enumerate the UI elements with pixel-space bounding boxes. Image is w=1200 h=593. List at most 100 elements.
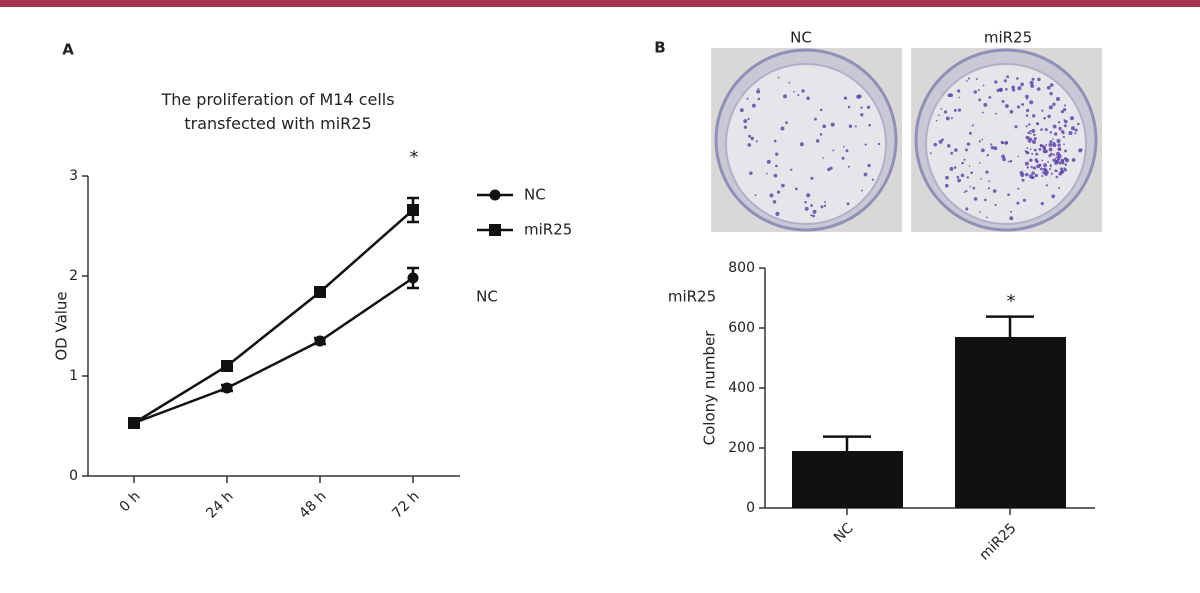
colony-dot bbox=[1035, 122, 1040, 126]
colony-dot bbox=[982, 84, 985, 87]
colony-dot bbox=[964, 148, 968, 152]
colony-dot bbox=[1027, 136, 1031, 139]
colony-dot bbox=[1044, 128, 1048, 132]
colony-dot bbox=[987, 187, 990, 190]
colony-dot bbox=[812, 209, 817, 214]
marker bbox=[314, 286, 326, 298]
colony-dot bbox=[830, 122, 835, 127]
x-tick-label: 0 h bbox=[117, 488, 144, 515]
colony-dot bbox=[757, 97, 761, 101]
colony-dot bbox=[810, 214, 813, 217]
colony-dot bbox=[937, 114, 940, 117]
colony-dot bbox=[990, 143, 993, 146]
colony-dot bbox=[1042, 149, 1047, 154]
colony-dot bbox=[1064, 149, 1067, 153]
marker bbox=[407, 272, 419, 284]
colony-dot bbox=[775, 211, 780, 216]
colony-dot bbox=[978, 162, 981, 164]
colony-dot bbox=[861, 189, 864, 192]
colony-dot bbox=[1006, 75, 1010, 79]
colony-dot bbox=[1060, 109, 1065, 114]
colony-dot bbox=[1077, 122, 1080, 126]
colony-dot bbox=[1040, 128, 1043, 131]
dish-photos bbox=[711, 48, 1102, 232]
colony-dot bbox=[819, 133, 823, 136]
colony-dot bbox=[986, 216, 988, 219]
colony-dot bbox=[1010, 210, 1012, 213]
colony-dot bbox=[953, 108, 957, 112]
colony-dot bbox=[1031, 77, 1035, 81]
colony-dot bbox=[950, 151, 954, 155]
colony-dot bbox=[1038, 147, 1042, 151]
colony-dot bbox=[971, 124, 974, 127]
colony-dot bbox=[856, 94, 861, 99]
colony-dot bbox=[953, 166, 957, 169]
colony-dot bbox=[780, 126, 785, 131]
colony-dot bbox=[1057, 143, 1061, 147]
colony-dot bbox=[979, 211, 981, 214]
colony-dot bbox=[965, 189, 968, 193]
colony-dot bbox=[1009, 216, 1014, 221]
colony-dot bbox=[1005, 88, 1008, 91]
colony-dot bbox=[772, 200, 777, 204]
top-band bbox=[0, 0, 1200, 7]
colony-dot bbox=[983, 102, 988, 107]
colony-dot bbox=[1044, 172, 1048, 176]
colony-dot bbox=[984, 198, 987, 202]
colony-dot bbox=[1046, 85, 1051, 90]
colony-dot bbox=[832, 149, 835, 152]
colony-dot bbox=[1052, 124, 1057, 129]
colony-dot bbox=[1057, 147, 1062, 151]
colony-dot bbox=[1070, 126, 1076, 131]
colony-dot bbox=[1003, 79, 1007, 83]
colony-dot bbox=[867, 163, 871, 168]
colony-dot bbox=[1036, 87, 1041, 91]
image-label: miR25 bbox=[984, 29, 1032, 47]
colony-dot bbox=[1064, 163, 1068, 166]
colony-dot bbox=[969, 185, 972, 188]
colony-dot bbox=[1029, 148, 1032, 151]
annotation: miR25 bbox=[668, 288, 716, 306]
colony-dot bbox=[1059, 167, 1063, 171]
colony-dot bbox=[943, 110, 948, 114]
colony-dot bbox=[1009, 109, 1014, 114]
colony-dot bbox=[1049, 91, 1053, 96]
colony-dot bbox=[1029, 137, 1033, 141]
chart-title: The proliferation of M14 cells transfect… bbox=[161, 90, 395, 133]
colony-dot bbox=[877, 142, 881, 146]
colony-dot bbox=[790, 168, 793, 171]
colony-dot bbox=[1001, 154, 1005, 159]
colony-dot bbox=[1030, 132, 1032, 135]
colony-dot bbox=[1029, 100, 1034, 105]
dish-inner bbox=[725, 63, 887, 225]
colony-dot bbox=[1032, 114, 1036, 118]
colony-dot bbox=[769, 193, 774, 198]
colony-dot bbox=[963, 158, 966, 161]
legend-marker bbox=[489, 224, 501, 236]
colony-dot bbox=[945, 175, 949, 180]
colony-dot bbox=[777, 76, 780, 79]
colony-dot bbox=[1017, 155, 1020, 158]
colony-dot bbox=[1063, 168, 1068, 172]
colony-dot bbox=[992, 189, 997, 193]
colony-dot bbox=[1063, 157, 1068, 161]
colony-dot bbox=[1045, 143, 1048, 146]
colony-dot bbox=[1028, 123, 1031, 126]
colony-dot bbox=[957, 89, 961, 93]
colony-dot bbox=[754, 194, 757, 197]
colony-dot bbox=[961, 161, 965, 165]
colony-dot bbox=[1014, 125, 1018, 129]
colony-dot bbox=[1057, 121, 1061, 124]
colony-dot bbox=[966, 80, 968, 82]
colony-dot bbox=[980, 148, 985, 153]
annotation: NC bbox=[476, 288, 498, 306]
colony-dot bbox=[1007, 160, 1010, 163]
colony-dot bbox=[1042, 167, 1047, 172]
colony-dot bbox=[822, 124, 827, 129]
colony-dot bbox=[1039, 167, 1043, 171]
colony-dot bbox=[1026, 166, 1029, 169]
colony-dot bbox=[1030, 84, 1035, 88]
colony-dot bbox=[978, 98, 982, 102]
colony-dot bbox=[1063, 104, 1066, 107]
